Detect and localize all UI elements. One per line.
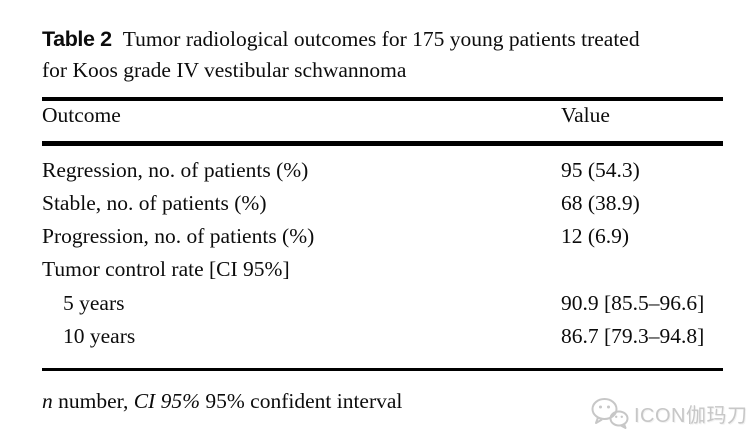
table-rule-top (42, 97, 723, 101)
caption-line-2: for Koos grade IV vestibular schwannoma (42, 55, 737, 86)
row-value: 90.9 [85.5–96.6] (561, 291, 705, 315)
watermark-logo: ICON伽玛刀 (591, 397, 748, 430)
row-value: 86.7 [79.3–94.8] (561, 324, 705, 348)
wechat-icon (591, 397, 629, 430)
row-label: Regression, no. of patients (%) (42, 158, 309, 182)
table-row: Stable, no. of patients (%) 68 (38.9) (42, 191, 723, 219)
caption-text-line1: Tumor radiological outcomes for 175 youn… (122, 27, 640, 51)
table-row: 5 years 90.9 [85.5–96.6] (42, 291, 723, 319)
caption-text-line2: for Koos grade IV vestibular schwannoma (42, 58, 407, 82)
table-rule-header-bottom (42, 141, 723, 146)
row-value: 95 (54.3) (561, 158, 640, 182)
row-label: Tumor control rate [CI 95%] (42, 257, 290, 281)
table-row: Progression, no. of patients (%) 12 (6.9… (42, 224, 723, 252)
row-value: 12 (6.9) (561, 224, 630, 248)
table-number-label: Table 2 (42, 27, 112, 51)
footnote-term-ci: CI 95% (133, 389, 200, 413)
watermark-text: ICON伽玛刀 (634, 405, 748, 427)
table-footnote: n number, CI 95% 95% confident interval (42, 389, 402, 414)
table-row-group-header: Tumor control rate [CI 95%] (42, 257, 723, 285)
footnote-term-n: n (42, 389, 53, 413)
table-rule-bottom (42, 368, 723, 371)
table-row: Regression, no. of patients (%) 95 (54.3… (42, 158, 723, 186)
column-header-value: Value (561, 103, 610, 127)
row-label: Stable, no. of patients (%) (42, 191, 267, 215)
column-header-outcome: Outcome (42, 103, 121, 127)
row-label: 5 years (63, 291, 125, 315)
row-label: Progression, no. of patients (%) (42, 224, 315, 248)
table-caption: Table 2 Tumor radiological outcomes for 1… (42, 24, 737, 86)
table-header-row: Outcome Value (42, 103, 723, 131)
caption-line-1: Table 2 Tumor radiological outcomes for 1… (42, 24, 737, 55)
row-label: 10 years (63, 324, 136, 348)
footnote-text-2: 95% confident interval (200, 389, 403, 413)
row-value: 68 (38.9) (561, 191, 640, 215)
footnote-text-1: number, (52, 389, 134, 413)
table-row: 10 years 86.7 [79.3–94.8] (42, 324, 723, 352)
